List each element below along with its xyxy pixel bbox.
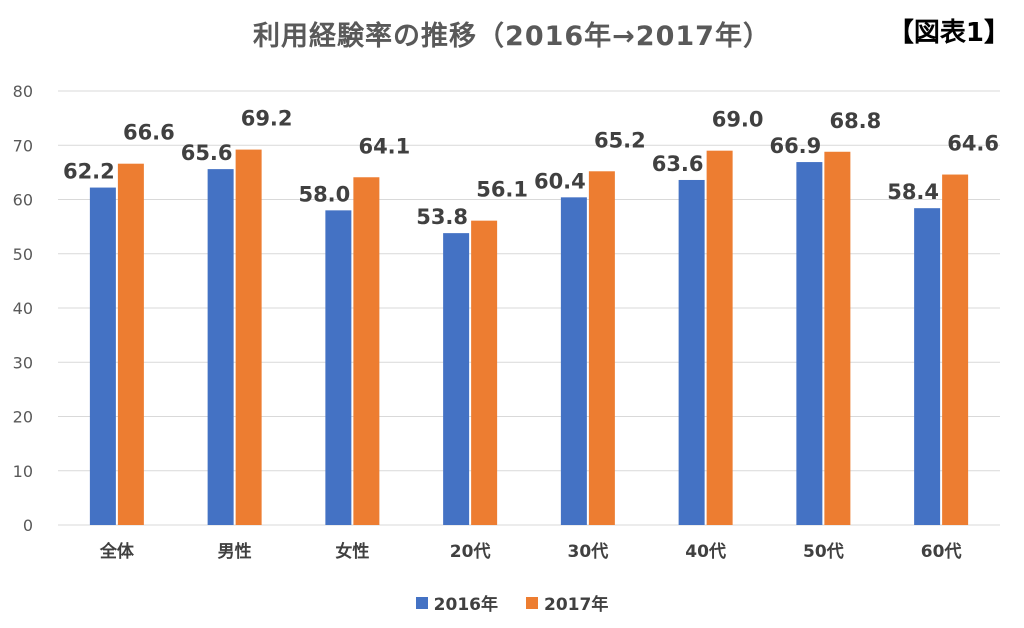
legend-label-2016: 2016年: [433, 595, 498, 615]
bar-2016: [325, 210, 352, 525]
data-label-2016: 58.0: [298, 182, 350, 206]
data-label-2017: 64.1: [358, 134, 410, 158]
bar-2016: [796, 162, 823, 525]
x-category-label: 女性: [335, 541, 369, 562]
data-label-2017: 68.8: [829, 109, 881, 133]
bar-2016: [560, 197, 587, 525]
legend-swatch-2016: [415, 596, 428, 609]
chart-title: 利用経験率の推移（2016年→2017年）: [253, 21, 771, 52]
y-tick-label: 40: [13, 299, 33, 318]
bar-2017: [706, 150, 733, 526]
data-label-2017: 65.2: [594, 128, 646, 152]
bar-2017: [235, 149, 262, 525]
data-label-2017: 69.2: [241, 107, 293, 131]
legend-swatch-2017: [526, 596, 538, 609]
data-label-2016: 66.9: [769, 134, 821, 158]
x-category-label: 全体: [99, 541, 135, 562]
bar-2016: [678, 179, 705, 525]
x-category-label: 40代: [685, 541, 726, 562]
data-label-2017: 56.1: [476, 178, 528, 202]
bar-2017: [353, 177, 380, 525]
y-tick-label: 10: [13, 462, 33, 481]
bar-2016: [207, 169, 234, 525]
data-label-2016: 65.6: [181, 141, 233, 165]
bar-2016: [443, 233, 470, 525]
y-tick-label: 80: [13, 82, 33, 101]
bar-2017: [471, 220, 498, 525]
y-tick-label: 60: [13, 191, 33, 210]
bar-2016: [914, 208, 941, 525]
data-label-2016: 63.6: [652, 152, 704, 176]
x-category-label: 30代: [568, 541, 609, 562]
y-tick-label: 50: [13, 245, 33, 264]
bar-2017: [942, 174, 969, 526]
y-tick-label: 70: [13, 136, 33, 155]
x-category-label: 50代: [803, 541, 844, 562]
bar-2017: [117, 163, 144, 525]
bar-2017: [824, 151, 851, 525]
data-label-2017: 64.6: [947, 132, 999, 156]
legend-item-2017: 2017年: [526, 590, 608, 615]
data-label-2016: 62.2: [63, 160, 115, 184]
x-category-label: 男性: [218, 541, 252, 562]
y-tick-label: 0: [23, 516, 33, 535]
figure-tag: 【図表1】: [887, 18, 1010, 48]
legend-item-2016: 2016年: [415, 590, 498, 615]
bar-2016: [89, 187, 116, 525]
data-label-2017: 69.0: [712, 108, 764, 132]
y-tick-label: 30: [13, 353, 33, 372]
legend: 2016年 2017年: [0, 590, 1024, 615]
bar-2017: [588, 171, 615, 526]
x-category-label: 20代: [450, 541, 491, 562]
x-category-label: 60代: [921, 541, 962, 562]
legend-label-2017: 2017年: [544, 595, 609, 615]
y-tick-label: 20: [13, 408, 33, 427]
data-label-2017: 66.6: [123, 121, 175, 145]
data-label-2016: 58.4: [887, 180, 939, 204]
data-label-2016: 53.8: [416, 205, 468, 229]
data-label-2016: 60.4: [534, 169, 586, 193]
